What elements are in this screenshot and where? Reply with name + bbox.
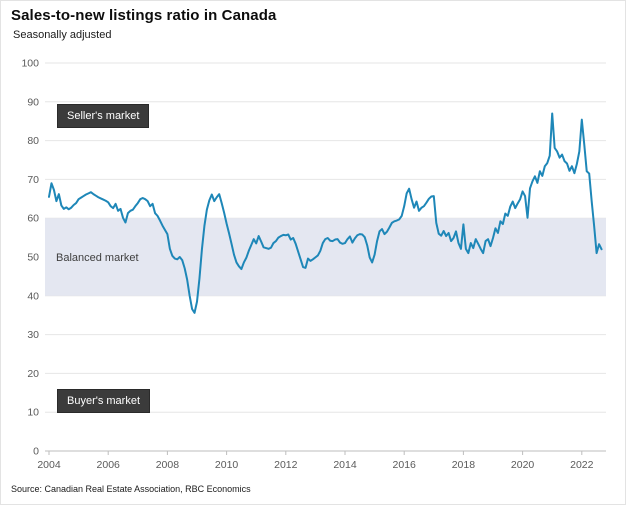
y-tick-label-80: 80 [27,135,39,147]
snlr-line-series [48,112,603,314]
sellers-market-label: Seller's market [57,104,150,128]
y-tick-label-50: 50 [27,252,39,264]
x-tick-label-2022: 2022 [570,459,594,471]
x-tick-label-2004: 2004 [37,459,61,471]
y-tick-label-0: 0 [33,446,39,458]
y-tick-label-100: 100 [21,58,39,70]
balanced-market-band [45,218,606,296]
chart-title: Sales-to-new listings ratio in Canada [11,7,277,24]
y-tick-label-90: 90 [27,96,39,108]
x-tick-label-2010: 2010 [215,459,239,471]
y-tick-label-30: 30 [27,329,39,341]
y-tick-label-60: 60 [27,213,39,225]
x-tick-label-2008: 2008 [156,459,180,471]
x-tick-label-2016: 2016 [393,459,417,471]
buyers-market-label: Buyer's market [57,389,151,413]
y-tick-label-40: 40 [27,290,39,302]
x-tick-label-2012: 2012 [274,459,298,471]
y-tick-label-10: 10 [27,407,39,419]
balanced-market-label: Balanced market [56,252,139,264]
x-tick-label-2020: 2020 [511,459,535,471]
x-tick-label-2014: 2014 [333,459,357,471]
x-tick-label-2006: 2006 [97,459,121,471]
source-note: Source: Canadian Real Estate Association… [11,484,251,494]
x-tick-label-2018: 2018 [452,459,476,471]
chart-subtitle: Seasonally adjusted [13,29,112,41]
y-tick-label-70: 70 [27,174,39,186]
y-tick-label-20: 20 [27,368,39,380]
